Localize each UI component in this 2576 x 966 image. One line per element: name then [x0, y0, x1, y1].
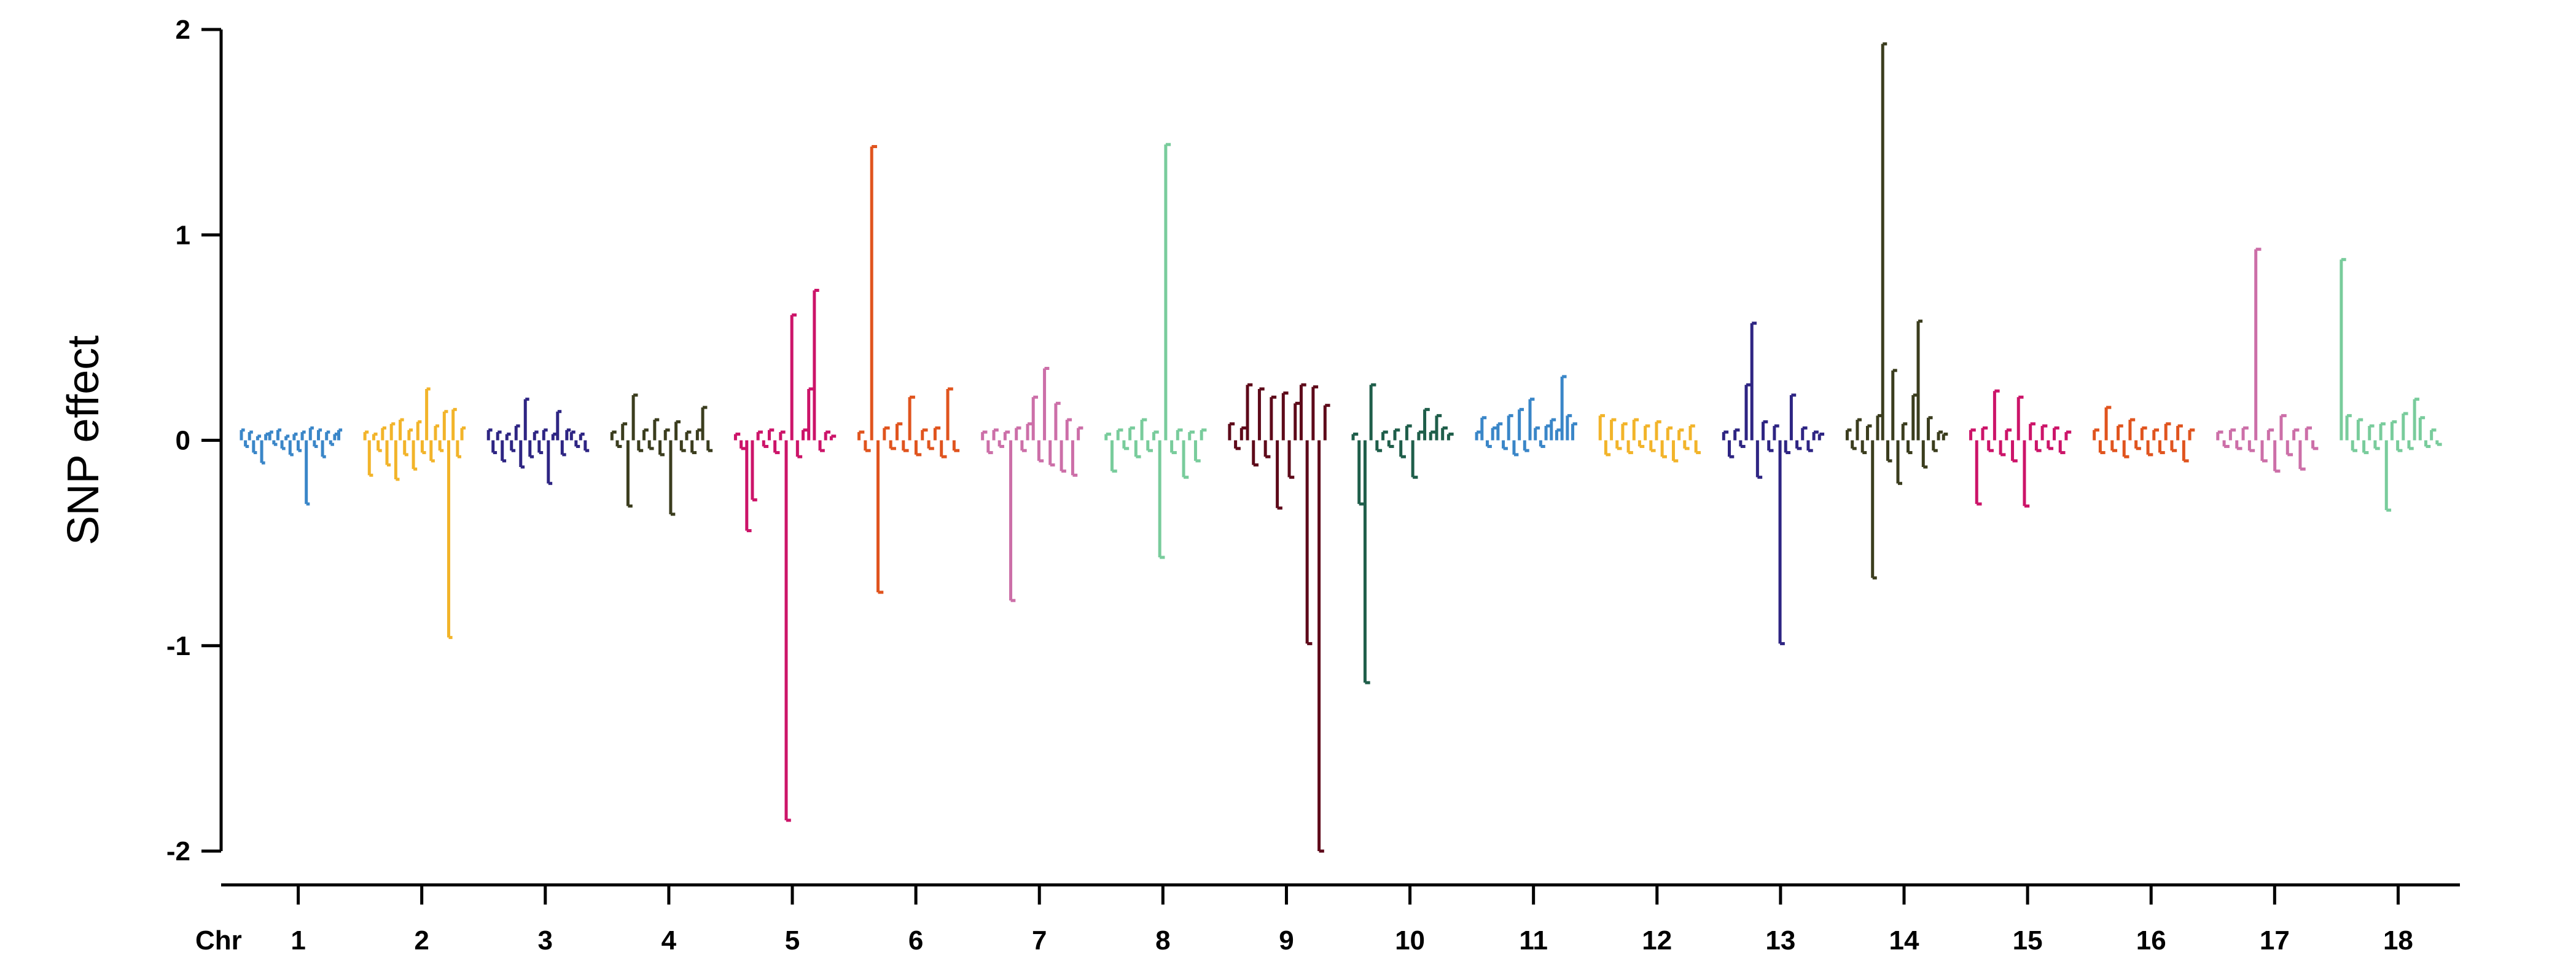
y-tick-label: -2 [166, 836, 190, 866]
x-tick-label: 3 [538, 925, 553, 956]
chromosome-2-effects [363, 387, 466, 639]
chromosome-3-effects [486, 398, 590, 485]
x-tick-label: 9 [1279, 925, 1294, 956]
chromosome-15-effects [1969, 389, 2072, 508]
chromosome-5-effects [733, 288, 837, 822]
chromosome-8-effects [1104, 143, 1207, 559]
chromosome-1-effects [240, 426, 343, 506]
x-axis-ticks: 1 2 3 4 5 6 7 8 9 10 11 12 13 14 15 16 17 18 [291, 885, 2413, 956]
x-tick-label: 4 [662, 925, 677, 956]
snp-effect-bars [240, 42, 2442, 853]
x-tick-label: 13 [1765, 925, 1795, 956]
chromosome-9-effects [1228, 383, 1330, 853]
x-tick-label: 16 [2136, 925, 2166, 956]
chromosome-6-effects [857, 145, 960, 594]
chromosome-12-effects [1598, 414, 1701, 463]
y-tick-label: 0 [176, 426, 190, 456]
y-tick-label: 2 [176, 15, 190, 45]
chromosome-10-effects [1351, 383, 1454, 685]
x-tick-label: 5 [785, 925, 800, 956]
y-axis-ticks: -2 -1 0 1 2 [166, 15, 221, 866]
x-tick-label: 14 [1889, 925, 1919, 956]
chromosome-18-effects [2340, 257, 2442, 512]
chromosome-7-effects [981, 367, 1083, 602]
x-tick-label: 1 [291, 925, 305, 956]
chromosome-11-effects [1475, 375, 1577, 457]
x-tick-label: 15 [2013, 925, 2043, 956]
chromosome-13-effects [1722, 321, 1825, 645]
x-tick-label: 7 [1032, 925, 1047, 956]
x-tick-label: 18 [2383, 925, 2413, 956]
chromosome-16-effects [2093, 406, 2195, 463]
x-tick-label: 6 [908, 925, 923, 956]
chromosome-4-effects [610, 393, 713, 516]
x-tick-label: 2 [414, 925, 429, 956]
chromosome-17-effects [2216, 248, 2319, 473]
y-tick-label: 1 [176, 220, 190, 250]
x-tick-label: 11 [1519, 925, 1548, 956]
x-tick-label: 12 [1642, 925, 1672, 956]
y-tick-label: -1 [166, 631, 190, 661]
x-tick-label: 10 [1395, 925, 1425, 956]
x-axis-prefix: Chr [195, 925, 242, 956]
x-tick-label: 8 [1155, 925, 1170, 956]
x-tick-label: 17 [2260, 925, 2290, 956]
y-axis-label: SNP effect [59, 336, 108, 546]
chromosome-14-effects [1845, 42, 1948, 579]
